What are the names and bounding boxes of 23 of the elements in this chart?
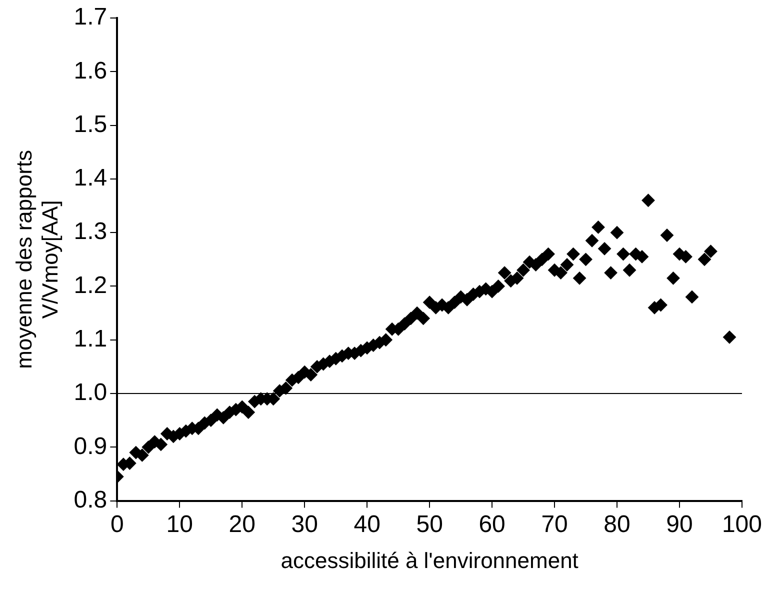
x-tick-label: 70 [541,510,568,538]
x-tick-label: 0 [110,510,124,538]
y-tick-label: 0.8 [74,486,108,514]
x-tick-label: 50 [416,510,443,538]
x-tick-label: 20 [228,510,256,538]
y-tick-label: 1.2 [74,272,108,299]
x-tick-label: 100 [722,510,762,538]
y-tick-label: 1.0 [74,379,108,406]
x-axis-title: accessibilité à l'environnement [280,548,578,573]
x-tick-label: 30 [291,510,318,538]
x-tick-label: 60 [478,510,506,538]
y-tick-label: 1.5 [74,110,108,138]
y-tick-label: 1.7 [74,4,108,31]
y-tick-label: 1.6 [74,57,108,84]
x-tick-label: 80 [604,510,630,538]
x-tick-label: 90 [666,510,693,538]
y-tick-label: 1.1 [74,325,108,352]
y-axis-title: moyenne des rapports V/Vmoy[AA] [11,150,63,369]
x-tick-label: 10 [166,510,193,538]
y-tick-label: 1.4 [74,164,108,192]
x-tick-label: 40 [354,510,380,538]
y-tick-label: 0.9 [74,432,108,460]
y-tick-label: 1.3 [74,218,108,246]
